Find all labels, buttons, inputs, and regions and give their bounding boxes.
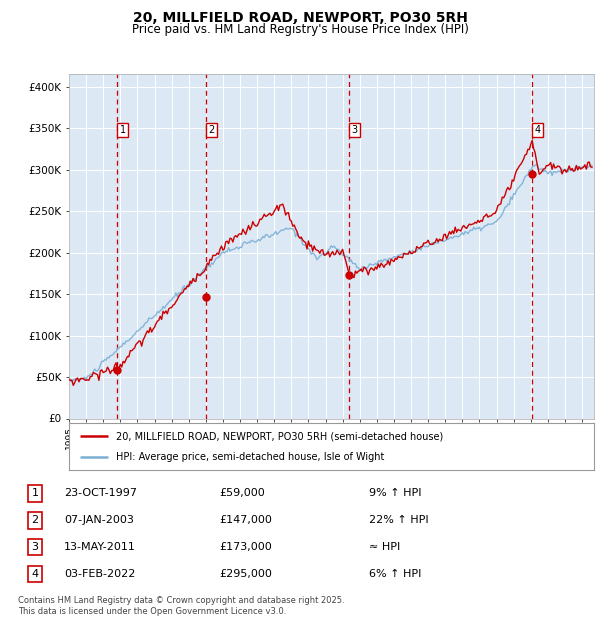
Text: 4: 4 (535, 125, 541, 135)
Text: HPI: Average price, semi-detached house, Isle of Wight: HPI: Average price, semi-detached house,… (116, 453, 385, 463)
Text: ≈ HPI: ≈ HPI (369, 542, 400, 552)
Text: 07-JAN-2003: 07-JAN-2003 (64, 515, 134, 525)
Text: 6% ↑ HPI: 6% ↑ HPI (369, 569, 421, 579)
Text: 2: 2 (31, 515, 38, 525)
Text: 9% ↑ HPI: 9% ↑ HPI (369, 489, 422, 498)
Text: 20, MILLFIELD ROAD, NEWPORT, PO30 5RH: 20, MILLFIELD ROAD, NEWPORT, PO30 5RH (133, 11, 467, 25)
Text: 4: 4 (31, 569, 38, 579)
Text: 22% ↑ HPI: 22% ↑ HPI (369, 515, 429, 525)
Text: 20, MILLFIELD ROAD, NEWPORT, PO30 5RH (semi-detached house): 20, MILLFIELD ROAD, NEWPORT, PO30 5RH (s… (116, 431, 443, 441)
Text: Price paid vs. HM Land Registry's House Price Index (HPI): Price paid vs. HM Land Registry's House … (131, 23, 469, 36)
Text: 1: 1 (119, 125, 126, 135)
Text: 03-FEB-2022: 03-FEB-2022 (64, 569, 135, 579)
Text: £147,000: £147,000 (220, 515, 272, 525)
Text: 23-OCT-1997: 23-OCT-1997 (64, 489, 137, 498)
Text: Contains HM Land Registry data © Crown copyright and database right 2025.
This d: Contains HM Land Registry data © Crown c… (18, 596, 344, 616)
Text: £295,000: £295,000 (220, 569, 272, 579)
Text: 3: 3 (32, 542, 38, 552)
Text: 1: 1 (32, 489, 38, 498)
Text: £59,000: £59,000 (220, 489, 265, 498)
Text: 13-MAY-2011: 13-MAY-2011 (64, 542, 136, 552)
Text: 2: 2 (209, 125, 215, 135)
Text: £173,000: £173,000 (220, 542, 272, 552)
Text: 3: 3 (352, 125, 358, 135)
